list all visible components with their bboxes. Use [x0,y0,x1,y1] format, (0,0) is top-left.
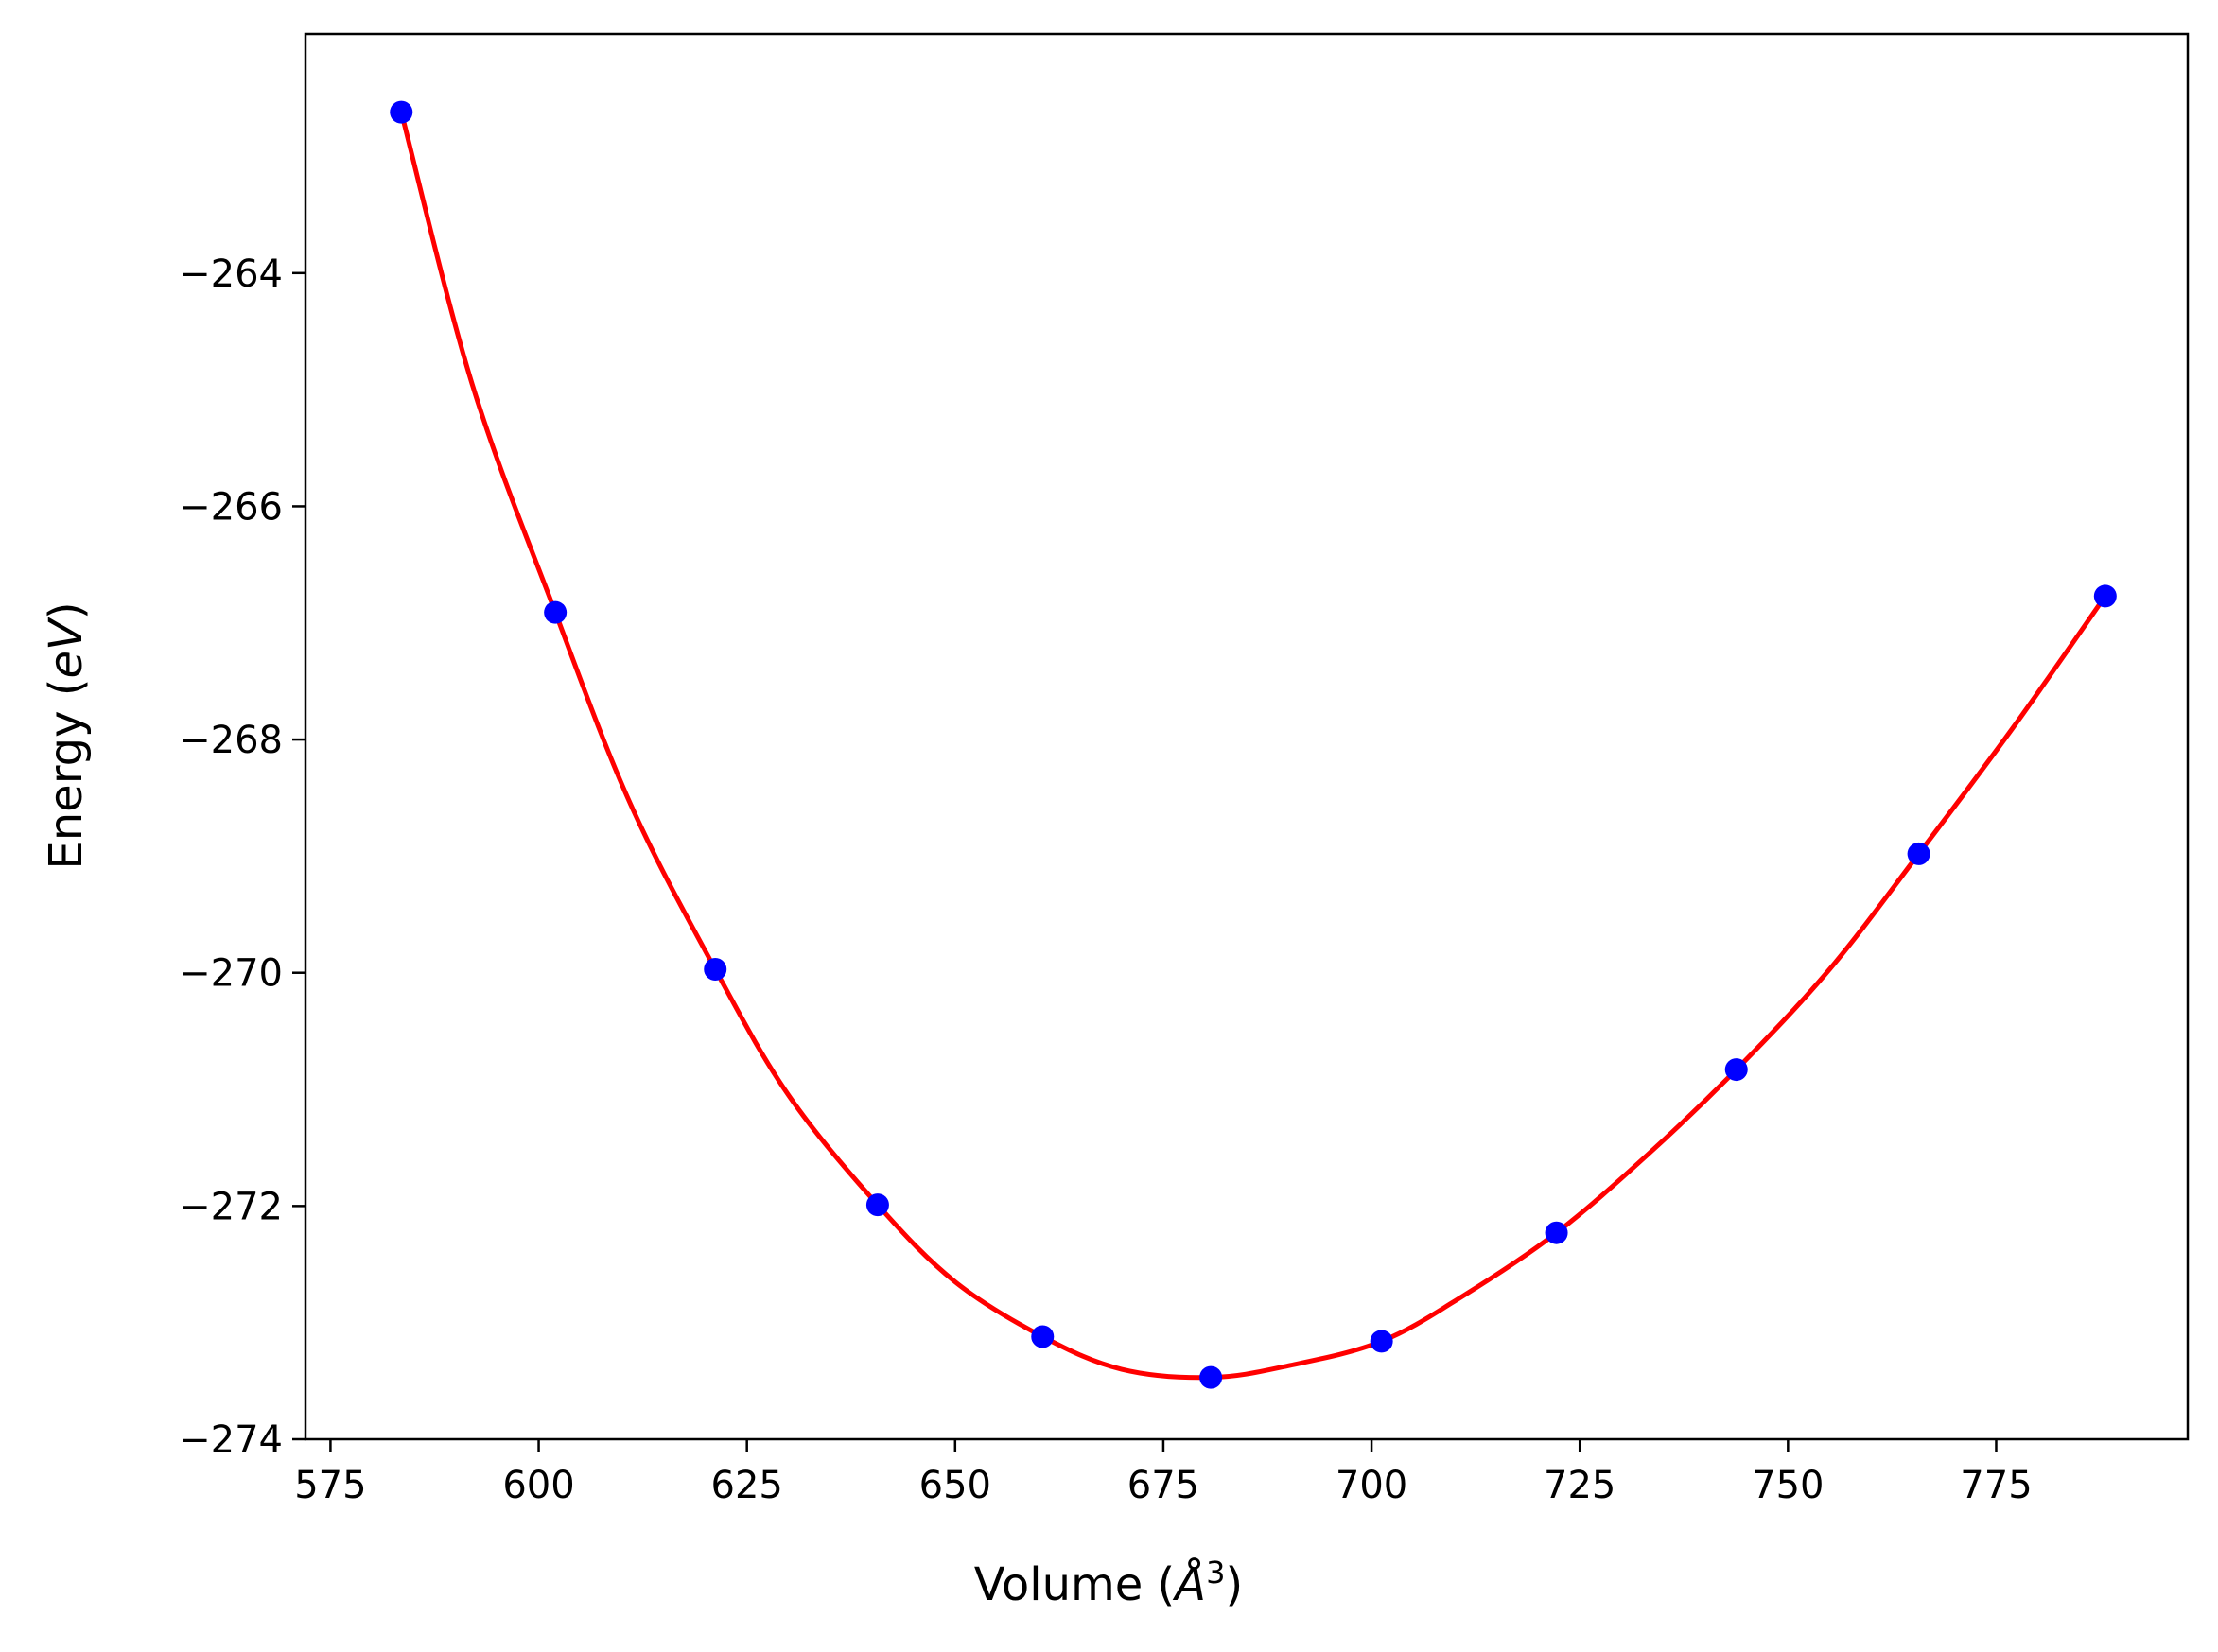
data-point [1370,1330,1393,1353]
data-point [390,100,413,124]
plot-area [390,100,2117,1389]
data-point [704,958,727,982]
x-axis-label: Volume (Å3) [974,1555,1243,1611]
x-tick-label: 575 [294,1464,366,1507]
y-tick-label: −272 [179,1185,283,1228]
y-tick-label: −270 [179,952,283,996]
axes-frame [304,32,2190,1441]
x-tick-label: 650 [919,1464,991,1507]
x-axis: 575 600 625 650 675 700 725 750 775 [294,1439,2033,1507]
x-tick-label: 600 [502,1464,574,1507]
fit-curve [398,110,2108,1381]
data-point [1199,1365,1223,1389]
x-tick-label: 700 [1336,1464,1407,1507]
y-tick-label: −268 [179,719,283,762]
data-point [1031,1325,1055,1348]
x-tick-label: 775 [1960,1464,2032,1507]
y-tick-label: −274 [179,1418,283,1462]
y-tick-label: −266 [179,485,283,529]
data-point [1724,1058,1748,1082]
x-tick-label: 675 [1127,1464,1199,1507]
x-tick-label: 625 [711,1464,783,1507]
x-tick-label: 750 [1752,1464,1824,1507]
data-point [865,1193,889,1217]
data-point [1545,1221,1568,1244]
y-tick-label: −264 [179,252,283,296]
x-tick-label: 725 [1544,1464,1615,1507]
data-point [2093,584,2117,608]
y-axis-label: Energy (eV) [40,601,93,869]
data-point [1907,842,1930,865]
y-axis: −264 −266 −268 −270 −272 −274 [179,252,306,1462]
data-point [544,600,568,624]
